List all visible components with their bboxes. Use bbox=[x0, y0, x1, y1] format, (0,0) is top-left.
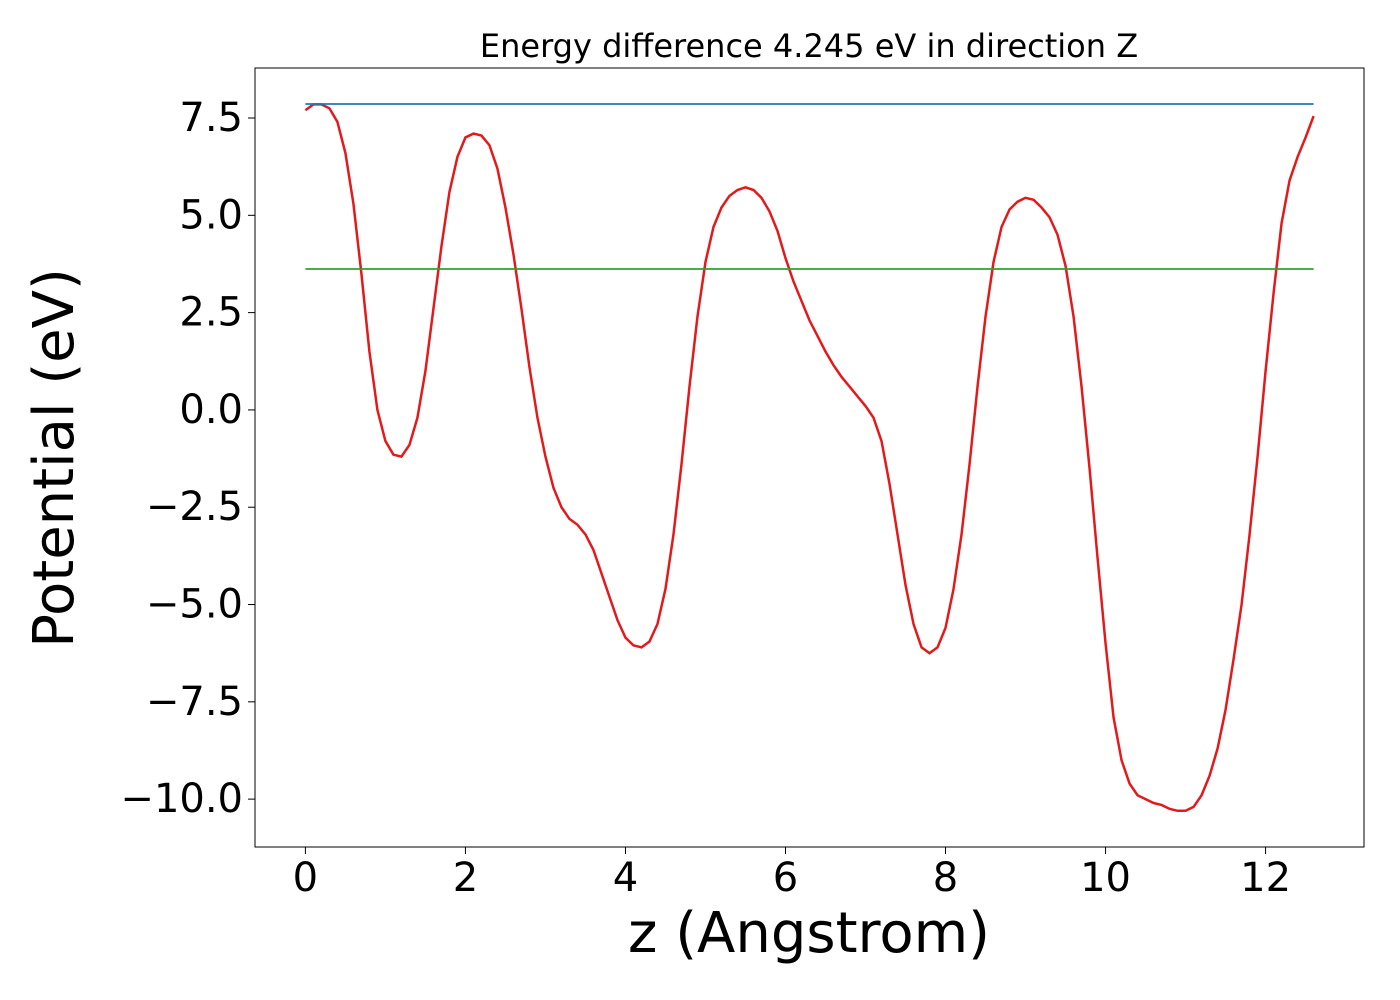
chart-title: Energy difference 4.245 eV in direction … bbox=[480, 27, 1138, 65]
y-tick-label: 5.0 bbox=[179, 192, 243, 238]
y-tick-label: 2.5 bbox=[179, 290, 243, 336]
y-tick-label: −5.0 bbox=[146, 582, 243, 628]
x-tick-label: 6 bbox=[773, 855, 798, 901]
x-tick-label: 2 bbox=[453, 855, 478, 901]
y-tick-label: −7.5 bbox=[146, 679, 243, 725]
x-tick-label: 8 bbox=[933, 855, 958, 901]
y-tick-label: −10.0 bbox=[120, 776, 243, 822]
y-tick-label: 7.5 bbox=[179, 95, 243, 141]
x-tick-label: 4 bbox=[613, 855, 638, 901]
x-axis-label: z (Angstrom) bbox=[628, 901, 990, 966]
y-tick-label: 0.0 bbox=[179, 387, 243, 433]
plot-frame bbox=[254, 67, 1365, 848]
x-tick-label: 10 bbox=[1080, 855, 1131, 901]
x-tick-label: 12 bbox=[1240, 855, 1291, 901]
y-axis-label: Potential (eV) bbox=[22, 268, 87, 648]
y-tick-label: −2.5 bbox=[146, 484, 243, 530]
x-tick-label: 0 bbox=[293, 855, 318, 901]
series-line bbox=[304, 103, 1315, 813]
